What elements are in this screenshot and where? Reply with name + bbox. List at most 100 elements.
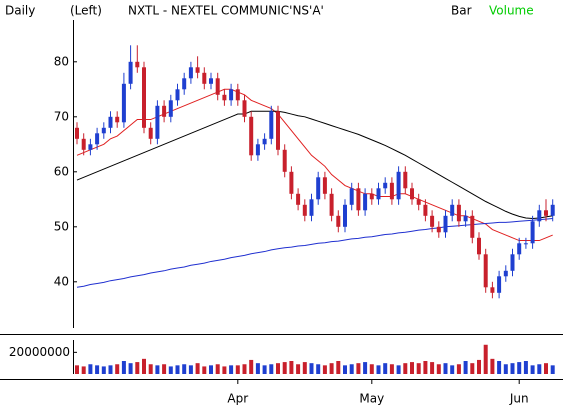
- candle-body: [242, 100, 247, 117]
- candle-body: [322, 177, 327, 194]
- volume-bar: [510, 363, 515, 374]
- candle-body: [155, 105, 160, 139]
- volume-bar: [416, 363, 421, 374]
- volume-bar: [168, 366, 173, 374]
- volume-bar: [463, 361, 468, 374]
- candle-body: [497, 276, 502, 293]
- candle-body: [490, 287, 495, 293]
- volume-bar: [523, 361, 528, 374]
- candle-body: [142, 67, 146, 128]
- candle-body: [356, 188, 361, 211]
- candle-body: [383, 182, 388, 189]
- candle-body: [423, 204, 428, 216]
- volume-bar: [296, 364, 301, 374]
- candle-body: [416, 199, 421, 205]
- volume-bar: [537, 364, 542, 374]
- volume-bar: [490, 358, 495, 374]
- volume-bar: [530, 365, 535, 374]
- volume-bar: [383, 363, 388, 374]
- candle-body: [483, 254, 488, 288]
- candle-body: [544, 210, 548, 216]
- volume-bar: [477, 359, 481, 374]
- volume-bar: [343, 365, 347, 374]
- volume-bar: [249, 359, 254, 374]
- volume-bar: [363, 362, 368, 374]
- volume-bar: [550, 365, 555, 374]
- y-tick-label: 50: [54, 219, 69, 233]
- volume-bar: [544, 363, 548, 374]
- candle-body: [336, 215, 341, 227]
- candle-body: [363, 193, 368, 211]
- candle-body: [135, 61, 140, 68]
- volume-bar: [162, 364, 167, 374]
- volume-bar: [282, 362, 287, 374]
- candle-body: [121, 83, 126, 123]
- volume-bar: [450, 365, 455, 374]
- candle-body: [296, 193, 301, 205]
- candle-body: [510, 254, 515, 271]
- candle-body: [430, 215, 435, 227]
- y-tick-label: 80: [54, 54, 69, 68]
- volume-bar: [483, 344, 488, 374]
- volume-bar: [262, 365, 267, 374]
- volume-bar: [195, 363, 200, 374]
- bar-label: Bar: [451, 4, 472, 18]
- candle-body: [376, 188, 381, 200]
- candle-body: [537, 210, 542, 222]
- volume-bar: [410, 362, 414, 374]
- volume-bar: [423, 361, 428, 374]
- candle-body: [209, 78, 213, 84]
- volume-bar: [369, 364, 374, 374]
- volume-label: Volume: [489, 4, 534, 18]
- volume-bar: [376, 365, 381, 374]
- y-tick-label: 60: [54, 164, 69, 178]
- candle-body: [530, 221, 535, 244]
- candle-body: [517, 243, 522, 255]
- candle-body: [503, 270, 508, 277]
- moving-average: [76, 88, 553, 242]
- candle-body: [396, 171, 401, 200]
- volume-bar: [329, 363, 334, 374]
- candle-body: [282, 149, 287, 172]
- volume-bar: [142, 358, 146, 374]
- candle-body: [349, 188, 354, 205]
- candle-body: [95, 133, 100, 145]
- volume-tick-label: 20000000: [9, 345, 70, 359]
- candle-body: [410, 188, 414, 200]
- volume-bar: [470, 363, 475, 374]
- scale-label: (Left): [70, 4, 102, 18]
- candle-body: [550, 204, 555, 216]
- candle-body: [443, 215, 448, 233]
- candle-body: [229, 89, 234, 101]
- volume-bar: [430, 362, 435, 374]
- volume-bar: [209, 365, 213, 374]
- candle-body: [302, 204, 307, 216]
- candle-body: [115, 116, 120, 123]
- candle-body: [289, 171, 294, 194]
- candle-body: [450, 204, 455, 216]
- volume-bar: [316, 364, 321, 374]
- candle-body: [108, 116, 113, 128]
- volume-bar: [276, 363, 280, 374]
- volume-bar: [497, 361, 502, 374]
- chart-title: NXTL - NEXTEL COMMUNIC'NS'A': [128, 4, 324, 18]
- volume-bar: [155, 365, 160, 374]
- volume-bar: [229, 365, 234, 374]
- candle-body: [202, 72, 207, 84]
- candle-body: [389, 182, 394, 200]
- candle-body: [477, 237, 481, 255]
- candle-body: [470, 215, 475, 238]
- candle-body: [215, 78, 220, 95]
- volume-bar: [222, 366, 227, 374]
- volume-bar: [75, 365, 79, 374]
- candle-body: [195, 67, 200, 73]
- candle-body: [262, 138, 267, 145]
- volume-bar: [88, 364, 93, 374]
- candle-body: [316, 177, 321, 200]
- volume-bar: [202, 366, 207, 374]
- volume-bar: [443, 363, 448, 374]
- volume-bar: [188, 365, 193, 374]
- candle-body: [249, 116, 254, 156]
- x-tick-label: Jun: [509, 392, 529, 406]
- y-tick-label: 70: [54, 109, 69, 123]
